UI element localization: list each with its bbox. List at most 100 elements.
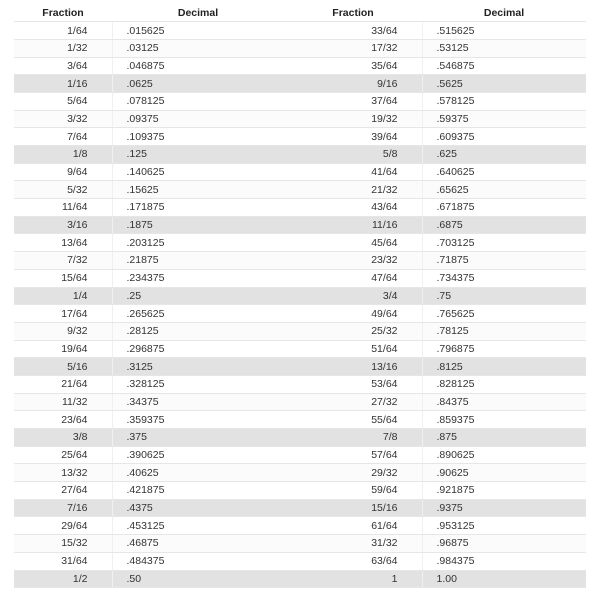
cell-decimal-right: .578125 [422,92,586,110]
cell-decimal-left: .21875 [112,252,284,270]
cell-fraction-right: 25/32 [284,322,422,340]
cell-fraction-left: 17/64 [14,305,112,323]
table-row: 15/32.4687531/32.96875 [14,535,586,553]
cell-decimal-right: .890625 [422,446,586,464]
table-row: 3/8.3757/8.875 [14,429,586,447]
cell-fraction-right: 51/64 [284,340,422,358]
cell-decimal-left: .328125 [112,375,284,393]
cell-decimal-right: .96875 [422,535,586,553]
cell-fraction-right: 49/64 [284,305,422,323]
table-row: 23/64.35937555/64.859375 [14,411,586,429]
cell-decimal-right: .875 [422,429,586,447]
table-row: 7/16.437515/16.9375 [14,499,586,517]
cell-decimal-left: .0625 [112,75,284,93]
cell-fraction-left: 1/16 [14,75,112,93]
table-row: 19/64.29687551/64.796875 [14,340,586,358]
cell-fraction-right: 9/16 [284,75,422,93]
cell-fraction-right: 1 [284,570,422,588]
cell-decimal-right: .59375 [422,110,586,128]
cell-fraction-left: 25/64 [14,446,112,464]
cell-fraction-left: 3/32 [14,110,112,128]
cell-decimal-right: .828125 [422,375,586,393]
cell-fraction-left: 9/32 [14,322,112,340]
cell-fraction-left: 5/64 [14,92,112,110]
cell-fraction-right: 57/64 [284,446,422,464]
cell-fraction-left: 7/32 [14,252,112,270]
cell-fraction-left: 15/64 [14,269,112,287]
cell-fraction-right: 5/8 [284,146,422,164]
table-row: 3/64.04687535/64.546875 [14,57,586,75]
table-header-row: Fraction Decimal Fraction Decimal [14,4,586,22]
cell-fraction-left: 23/64 [14,411,112,429]
table-row: 29/64.45312561/64.953125 [14,517,586,535]
cell-decimal-left: .015625 [112,22,284,40]
table-row: 1/2.5011.00 [14,570,586,588]
cell-fraction-left: 3/8 [14,429,112,447]
cell-decimal-left: .390625 [112,446,284,464]
cell-fraction-right: 47/64 [284,269,422,287]
cell-decimal-left: .484375 [112,552,284,570]
header-fraction-right: Fraction [284,4,422,22]
table-row: 17/64.26562549/64.765625 [14,305,586,323]
cell-decimal-right: .921875 [422,482,586,500]
page-wrapper: Fraction Decimal Fraction Decimal 1/64.0… [0,0,600,598]
header-decimal-left: Decimal [112,4,284,22]
table-row: 5/16.312513/16.8125 [14,358,586,376]
table-row: 3/16.187511/16.6875 [14,216,586,234]
cell-decimal-right: .515625 [422,22,586,40]
cell-fraction-left: 1/4 [14,287,112,305]
table-row: 25/64.39062557/64.890625 [14,446,586,464]
cell-decimal-left: .40625 [112,464,284,482]
cell-decimal-left: .28125 [112,322,284,340]
cell-fraction-right: 39/64 [284,128,422,146]
cell-fraction-right: 45/64 [284,234,422,252]
cell-fraction-right: 63/64 [284,552,422,570]
cell-decimal-right: .9375 [422,499,586,517]
cell-fraction-left: 1/32 [14,39,112,57]
cell-decimal-right: .609375 [422,128,586,146]
cell-decimal-left: .421875 [112,482,284,500]
table-row: 31/64.48437563/64.984375 [14,552,586,570]
cell-fraction-left: 3/16 [14,216,112,234]
cell-fraction-right: 7/8 [284,429,422,447]
cell-decimal-left: .109375 [112,128,284,146]
cell-decimal-left: .46875 [112,535,284,553]
cell-decimal-right: .796875 [422,340,586,358]
table-row: 1/4.253/4.75 [14,287,586,305]
cell-decimal-right: .640625 [422,163,586,181]
cell-decimal-left: .4375 [112,499,284,517]
cell-decimal-left: .09375 [112,110,284,128]
cell-fraction-left: 29/64 [14,517,112,535]
cell-fraction-right: 21/32 [284,181,422,199]
cell-decimal-right: .765625 [422,305,586,323]
cell-fraction-left: 31/64 [14,552,112,570]
cell-decimal-left: .078125 [112,92,284,110]
cell-fraction-left: 7/16 [14,499,112,517]
cell-fraction-right: 43/64 [284,199,422,217]
cell-fraction-right: 59/64 [284,482,422,500]
cell-decimal-right: .8125 [422,358,586,376]
cell-fraction-left: 5/32 [14,181,112,199]
cell-decimal-right: .625 [422,146,586,164]
cell-decimal-right: .75 [422,287,586,305]
cell-decimal-left: .15625 [112,181,284,199]
cell-fraction-left: 15/32 [14,535,112,553]
cell-decimal-right: .65625 [422,181,586,199]
cell-decimal-left: .234375 [112,269,284,287]
cell-decimal-left: .171875 [112,199,284,217]
cell-fraction-left: 7/64 [14,128,112,146]
cell-decimal-right: .90625 [422,464,586,482]
cell-decimal-right: .6875 [422,216,586,234]
cell-decimal-left: .046875 [112,57,284,75]
table-row: 9/64.14062541/64.640625 [14,163,586,181]
cell-decimal-left: .140625 [112,163,284,181]
cell-decimal-left: .265625 [112,305,284,323]
table-row: 15/64.23437547/64.734375 [14,269,586,287]
cell-decimal-right: .953125 [422,517,586,535]
table-row: 27/64.42187559/64.921875 [14,482,586,500]
cell-fraction-right: 27/32 [284,393,422,411]
cell-decimal-right: .546875 [422,57,586,75]
cell-fraction-left: 11/64 [14,199,112,217]
cell-decimal-right: .78125 [422,322,586,340]
cell-decimal-left: .50 [112,570,284,588]
